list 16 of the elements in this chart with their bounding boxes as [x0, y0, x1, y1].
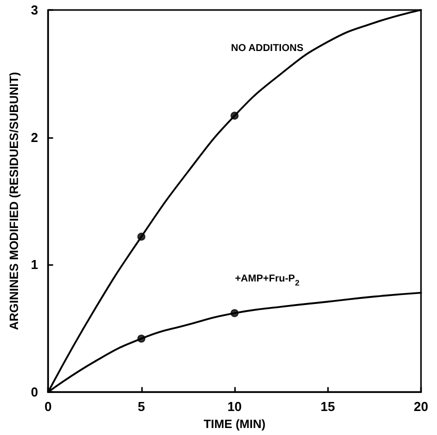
- x-axis-title: TIME (MIN): [204, 417, 266, 431]
- x-tick-label: 0: [44, 399, 52, 414]
- series-label: NO ADDITIONS: [230, 43, 304, 54]
- point: [230, 112, 239, 120]
- y-tick-label: 3: [30, 2, 38, 18]
- x-tick-label: 10: [227, 399, 242, 414]
- point: [137, 232, 146, 241]
- y-tick-label: 0: [30, 384, 38, 400]
- x-tick-label: 15: [320, 399, 336, 414]
- point: [137, 334, 146, 343]
- y-tick-label: 1: [30, 257, 38, 272]
- x-tick-label: 20: [414, 399, 428, 414]
- y-tick-label: 2: [30, 130, 38, 145]
- x-tick-label: 5: [138, 399, 145, 414]
- point: [230, 309, 239, 318]
- y-axis-title: ARGININES MODIFIED (RESIDUES/SUBUNIT): [7, 72, 21, 330]
